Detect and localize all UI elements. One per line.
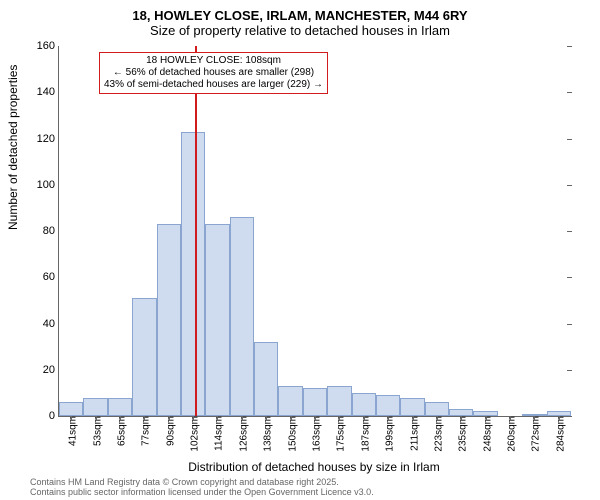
histogram-bar xyxy=(181,132,205,416)
histogram-bar xyxy=(400,398,424,417)
x-tick-mark xyxy=(242,416,243,421)
y-tick-label: 120 xyxy=(37,133,59,145)
histogram-bar xyxy=(303,388,327,416)
histogram-bar xyxy=(205,224,229,416)
plot-area: 02040608010012014016041sqm53sqm65sqm77sq… xyxy=(58,46,571,417)
x-tick-label: 223sqm xyxy=(429,416,444,452)
x-axis-label: Distribution of detached houses by size … xyxy=(58,460,570,474)
x-tick-label: 272sqm xyxy=(527,416,542,452)
x-tick-label: 175sqm xyxy=(332,416,347,452)
x-tick-label: 126sqm xyxy=(234,416,249,452)
reference-line xyxy=(195,46,197,416)
x-tick-mark xyxy=(291,416,292,421)
y-tick-label: 160 xyxy=(37,40,59,52)
x-tick-label: 138sqm xyxy=(259,416,274,452)
y-tick-mark xyxy=(567,46,572,47)
x-tick-mark xyxy=(364,416,365,421)
x-tick-mark xyxy=(486,416,487,421)
x-tick-mark xyxy=(169,416,170,421)
y-tick-mark xyxy=(567,324,572,325)
y-tick-mark xyxy=(567,139,572,140)
y-axis-label: Number of detached properties xyxy=(6,65,20,230)
x-tick-mark xyxy=(96,416,97,421)
histogram-bar xyxy=(83,398,107,417)
annotation-line-1: 18 HOWLEY CLOSE: 108sqm xyxy=(104,55,323,67)
y-tick-label: 100 xyxy=(37,179,59,191)
histogram-bar xyxy=(254,342,278,416)
histogram-bar xyxy=(376,395,400,416)
x-tick-label: 102sqm xyxy=(186,416,201,452)
histogram-bar xyxy=(352,393,376,416)
y-tick-label: 80 xyxy=(43,225,59,237)
x-tick-mark xyxy=(120,416,121,421)
chart-container: 18, HOWLEY CLOSE, IRLAM, MANCHESTER, M44… xyxy=(0,0,600,500)
histogram-bar xyxy=(132,298,156,416)
x-tick-mark xyxy=(437,416,438,421)
x-tick-mark xyxy=(559,416,560,421)
x-tick-label: 284sqm xyxy=(551,416,566,452)
histogram-bar xyxy=(449,409,473,416)
y-tick-mark xyxy=(567,277,572,278)
x-tick-mark xyxy=(388,416,389,421)
annotation-line-3: 43% of semi-detached houses are larger (… xyxy=(104,79,323,91)
histogram-bar xyxy=(157,224,181,416)
x-tick-label: 114sqm xyxy=(210,416,225,451)
y-tick-mark xyxy=(567,231,572,232)
y-tick-label: 20 xyxy=(43,364,59,376)
annotation-line-2: ← 56% of detached houses are smaller (29… xyxy=(104,67,323,79)
annotation-callout: 18 HOWLEY CLOSE: 108sqm← 56% of detached… xyxy=(99,52,328,94)
x-tick-mark xyxy=(510,416,511,421)
chart-title-address: 18, HOWLEY CLOSE, IRLAM, MANCHESTER, M44… xyxy=(0,0,600,23)
y-tick-label: 60 xyxy=(43,271,59,283)
x-tick-label: 260sqm xyxy=(503,416,518,452)
x-tick-label: 199sqm xyxy=(381,416,396,452)
histogram-bar xyxy=(327,386,351,416)
footer-line-2: Contains public sector information licen… xyxy=(30,488,374,498)
x-tick-mark xyxy=(534,416,535,421)
histogram-bar xyxy=(278,386,302,416)
y-tick-mark xyxy=(567,370,572,371)
x-tick-mark xyxy=(315,416,316,421)
x-tick-label: 211sqm xyxy=(405,416,420,451)
y-tick-label: 0 xyxy=(49,410,59,422)
y-tick-mark xyxy=(567,185,572,186)
x-tick-label: 163sqm xyxy=(308,416,323,452)
x-tick-mark xyxy=(193,416,194,421)
histogram-bar xyxy=(425,402,449,416)
x-tick-mark xyxy=(461,416,462,421)
x-tick-mark xyxy=(413,416,414,421)
x-tick-label: 248sqm xyxy=(478,416,493,452)
y-tick-mark xyxy=(567,416,572,417)
x-tick-mark xyxy=(217,416,218,421)
x-tick-mark xyxy=(71,416,72,421)
x-tick-mark xyxy=(266,416,267,421)
chart-subtitle: Size of property relative to detached ho… xyxy=(0,23,600,42)
y-tick-mark xyxy=(567,92,572,93)
y-tick-label: 140 xyxy=(37,86,59,98)
footer-attribution: Contains HM Land Registry data © Crown c… xyxy=(30,478,374,498)
histogram-bar xyxy=(59,402,83,416)
histogram-bar xyxy=(230,217,254,416)
x-tick-mark xyxy=(144,416,145,421)
histogram-bar xyxy=(108,398,132,417)
x-tick-mark xyxy=(339,416,340,421)
y-tick-label: 40 xyxy=(43,318,59,330)
x-tick-label: 187sqm xyxy=(356,416,371,452)
x-tick-label: 150sqm xyxy=(283,416,298,452)
x-tick-label: 235sqm xyxy=(454,416,469,452)
